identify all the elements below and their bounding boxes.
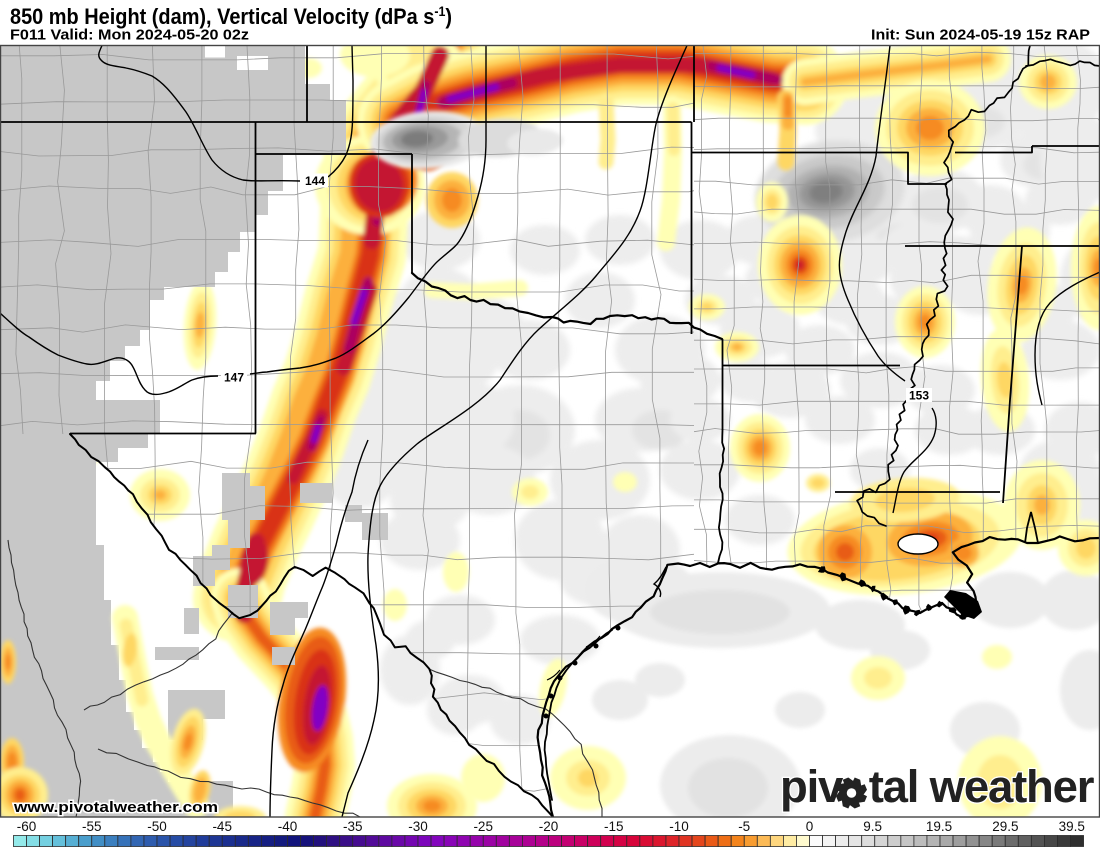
svg-text:153: 153: [909, 389, 929, 403]
svg-text:-50: -50: [147, 819, 167, 834]
svg-text:144: 144: [305, 174, 325, 188]
svg-text:-15: -15: [604, 819, 624, 834]
svg-text:-40: -40: [278, 819, 298, 834]
svg-text:www.pivotalweather.com: www.pivotalweather.com: [13, 799, 218, 816]
svg-text:147: 147: [224, 371, 244, 385]
svg-text:-60: -60: [17, 819, 37, 834]
svg-text:-30: -30: [408, 819, 428, 834]
svg-text:pivotal weather: pivotal weather: [780, 761, 1095, 812]
svg-text:-10: -10: [669, 819, 689, 834]
svg-text:850 mb Height (dam), Vertical: 850 mb Height (dam), Vertical Velocity (…: [10, 3, 452, 29]
svg-text:-25: -25: [473, 819, 493, 834]
svg-text:-20: -20: [539, 819, 559, 834]
svg-text:-55: -55: [82, 819, 102, 834]
svg-text:0: 0: [806, 819, 814, 834]
svg-text:-35: -35: [343, 819, 363, 834]
svg-text:-5: -5: [738, 819, 750, 834]
svg-text:F011 Valid: Mon 2024-05-20 02z: F011 Valid: Mon 2024-05-20 02z: [10, 27, 249, 44]
svg-text:Init: Sun 2024-05-19 15z RAP: Init: Sun 2024-05-19 15z RAP: [871, 27, 1090, 44]
svg-text:29.5: 29.5: [992, 819, 1018, 834]
svg-text:19.5: 19.5: [926, 819, 952, 834]
svg-text:9.5: 9.5: [863, 819, 882, 834]
svg-text:39.5: 39.5: [1059, 819, 1085, 834]
svg-text:-45: -45: [212, 819, 232, 834]
